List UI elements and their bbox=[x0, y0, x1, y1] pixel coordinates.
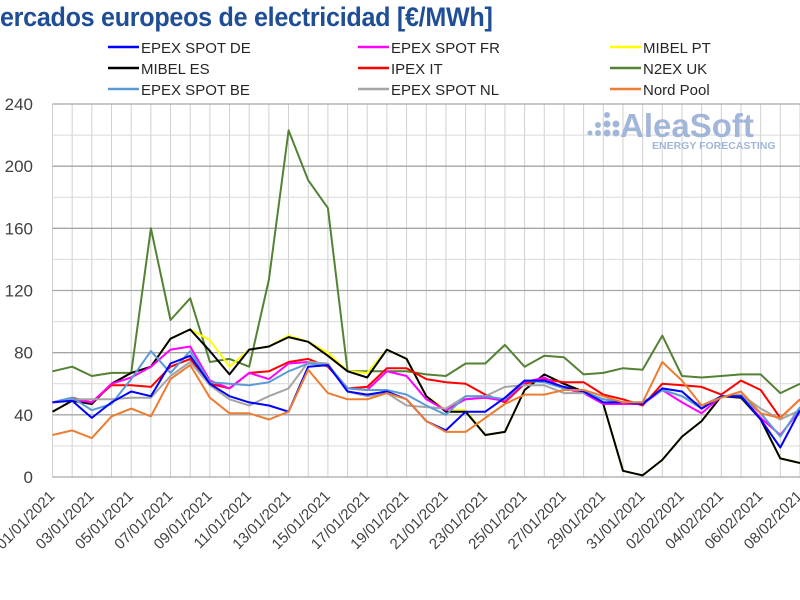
legend-item: EPEX SPOT DE bbox=[108, 40, 251, 57]
aleasoft-logo-icon bbox=[587, 112, 620, 137]
series-line-epex-spot-be bbox=[52, 350, 800, 438]
series-line-nord-pool bbox=[52, 361, 800, 440]
legend-item: N2EX UK bbox=[610, 61, 707, 78]
series-line-n2ex-uk bbox=[52, 129, 800, 395]
legend-label: MIBEL PT bbox=[643, 40, 711, 57]
y-tick-label: 160 bbox=[5, 219, 33, 238]
y-tick-label: 120 bbox=[5, 282, 33, 301]
watermark-dot bbox=[587, 130, 593, 136]
watermark-dot bbox=[604, 112, 610, 118]
legend-label: EPEX SPOT FR bbox=[391, 40, 500, 57]
legend-label: IPEX IT bbox=[391, 61, 443, 78]
legend-label: Nord Pool bbox=[643, 82, 710, 99]
series-line-ipex-it bbox=[52, 357, 800, 419]
y-tick-label: 240 bbox=[5, 95, 33, 114]
y-axis: 0 40 80 120 160 200 240 bbox=[5, 95, 33, 487]
y-tick-label: 0 bbox=[24, 468, 33, 487]
grid bbox=[52, 103, 800, 478]
watermark-dot bbox=[603, 129, 611, 137]
legend-label: EPEX SPOT NL bbox=[391, 82, 499, 99]
legend-label: N2EX UK bbox=[643, 61, 707, 78]
legend-item: MIBEL PT bbox=[610, 40, 711, 57]
y-tick-label: 80 bbox=[14, 344, 33, 363]
watermark-dot bbox=[595, 122, 601, 128]
y-tick-label: 200 bbox=[5, 157, 33, 176]
series-line-epex-spot-fr bbox=[52, 345, 800, 436]
watermark-dot bbox=[612, 129, 620, 137]
legend-item: IPEX IT bbox=[358, 61, 443, 78]
legend-item: Nord Pool bbox=[610, 82, 710, 99]
watermark-dot bbox=[595, 130, 601, 136]
y-tick-label: 40 bbox=[14, 406, 33, 425]
x-axis: 01/01/202103/01/202105/01/202107/01/2021… bbox=[0, 488, 800, 553]
series-lines bbox=[52, 129, 800, 477]
aleasoft-watermark: AleaSoft ENERGY FORECASTING bbox=[587, 107, 776, 152]
legend-item: EPEX SPOT BE bbox=[108, 82, 250, 99]
chart-title: ercados europeos de electricidad [€/MWh] bbox=[0, 2, 493, 32]
legend-label: EPEX SPOT DE bbox=[141, 40, 251, 57]
watermark-dot bbox=[603, 120, 611, 128]
legend-item: MIBEL ES bbox=[108, 61, 210, 78]
watermark-brand: AleaSoft bbox=[620, 107, 754, 144]
watermark-dot bbox=[612, 120, 620, 128]
legend-item: EPEX SPOT NL bbox=[358, 82, 499, 99]
series-line-mibel-es bbox=[52, 328, 800, 477]
legend-label: MIBEL ES bbox=[141, 61, 210, 78]
legend: EPEX SPOT DE EPEX SPOT FR MIBEL PT MIBEL ES… bbox=[108, 40, 711, 99]
watermark-tagline: ENERGY FORECASTING bbox=[652, 140, 776, 152]
legend-item: EPEX SPOT FR bbox=[358, 40, 500, 57]
legend-label: EPEX SPOT BE bbox=[141, 82, 250, 99]
